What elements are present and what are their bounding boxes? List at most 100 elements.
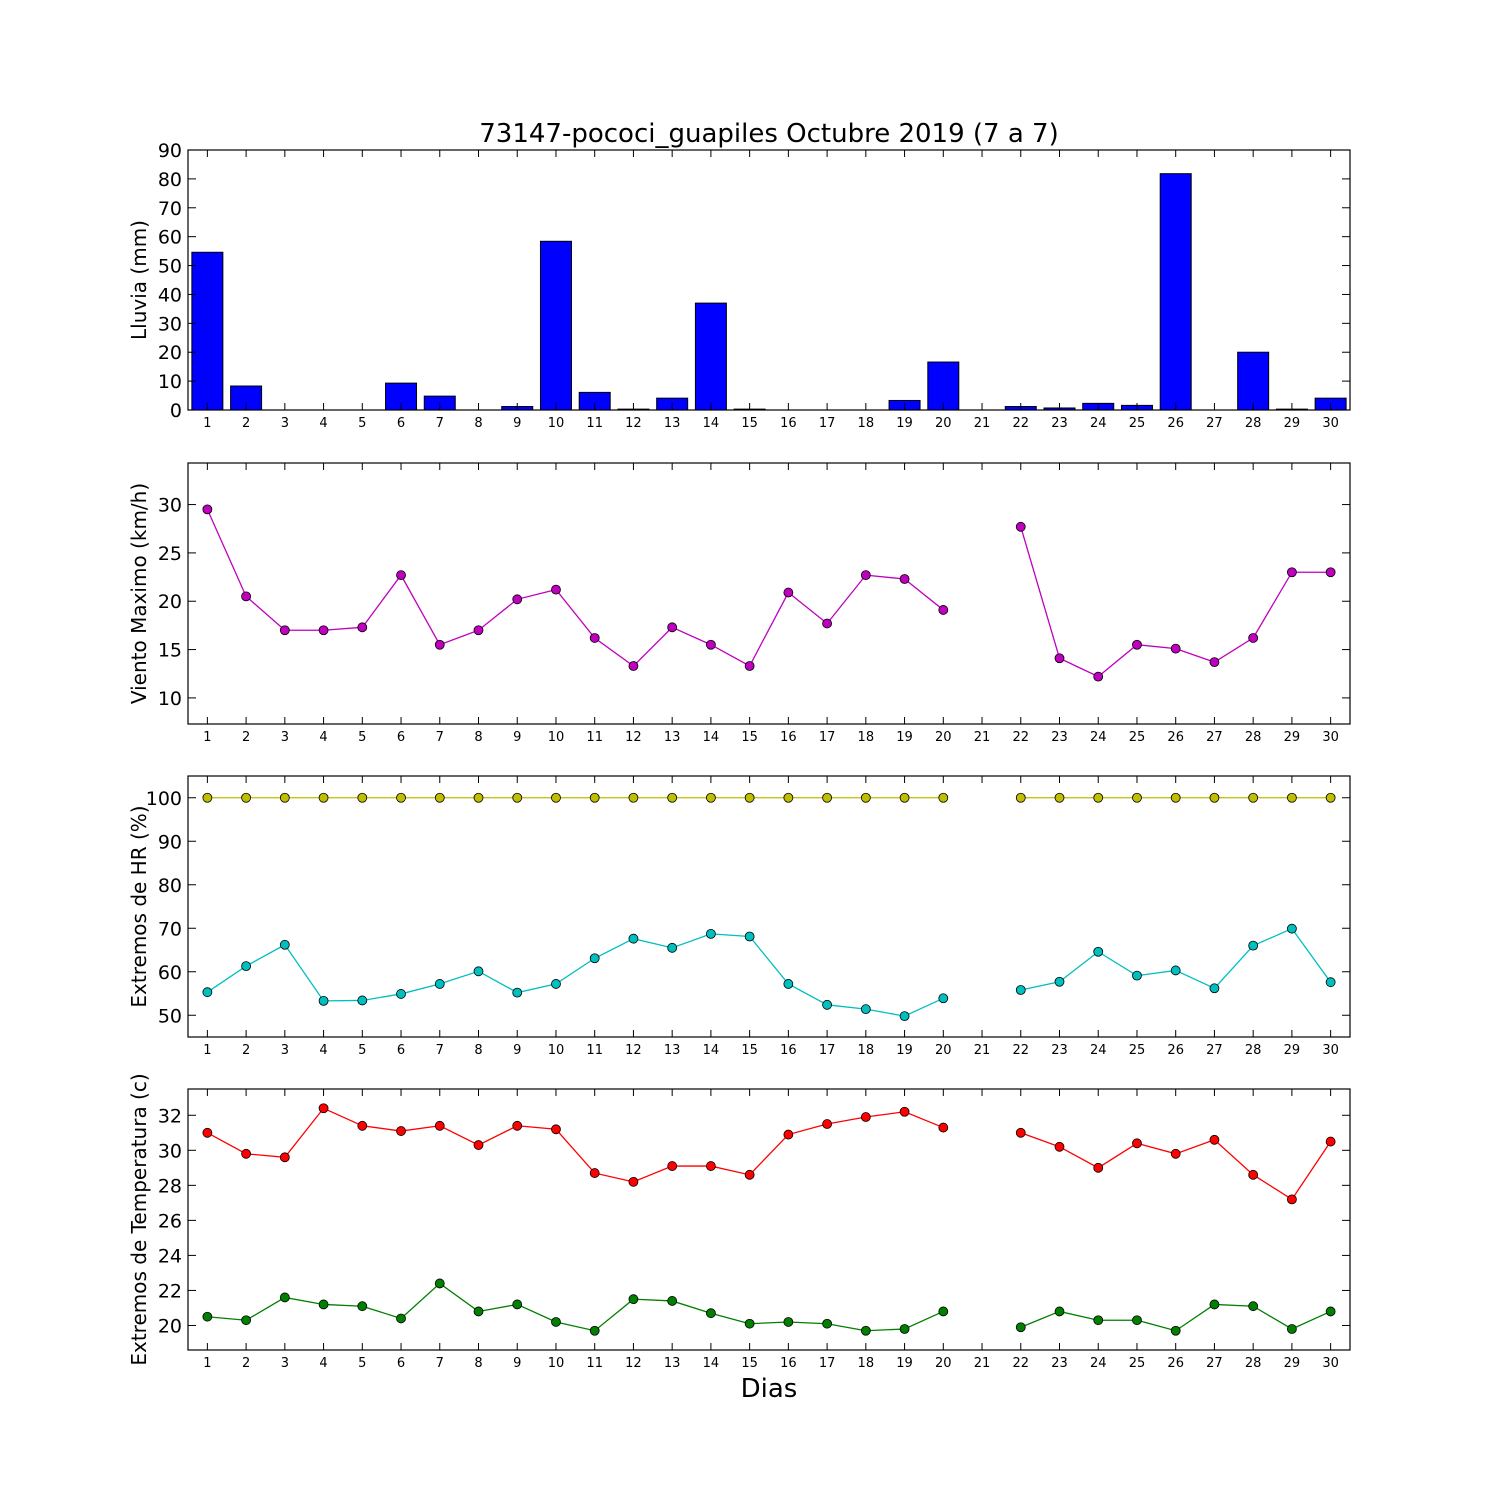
data-point: [279, 1152, 290, 1163]
xtick-label: 25: [1129, 1356, 1146, 1371]
xtick-label: 29: [1284, 1356, 1301, 1371]
data-point: [318, 995, 329, 1006]
data-point: [434, 1278, 445, 1289]
data-point: [1209, 657, 1220, 668]
xtick-label: 27: [1206, 1043, 1223, 1058]
xtick-label: 4: [319, 1356, 327, 1371]
xtick-label: 27: [1206, 730, 1223, 745]
xtick-label: 17: [819, 1043, 836, 1058]
data-point: [1093, 671, 1104, 682]
xtick-label: 24: [1090, 1043, 1107, 1058]
xtick-label: 3: [281, 730, 289, 745]
data-point: [1054, 976, 1065, 987]
xtick-label: 14: [703, 416, 720, 431]
data-point: [1170, 1148, 1181, 1159]
rain-bar: [694, 302, 727, 411]
data-point: [938, 605, 949, 615]
xtick-label: 1: [203, 416, 211, 431]
data-point: [318, 625, 329, 636]
data-point: [1132, 792, 1142, 803]
data-point: [202, 1311, 213, 1322]
data-point: [1209, 983, 1220, 994]
xtick-label: 28: [1245, 1356, 1262, 1371]
xtick-label: 1: [203, 730, 211, 745]
data-point: [512, 792, 523, 803]
data-point: [1325, 792, 1336, 803]
xtick-label: 8: [474, 1356, 482, 1371]
data-point: [551, 1124, 561, 1135]
data-point: [241, 591, 252, 602]
rain-bar: [1237, 351, 1270, 411]
data-point: [628, 1294, 639, 1305]
data-point: [667, 942, 678, 953]
data-point: [1248, 940, 1259, 951]
data-point: [860, 1112, 871, 1122]
data-point: [706, 1161, 716, 1171]
xtick-label: 25: [1129, 416, 1146, 431]
series-line-2: [207, 927, 1332, 1017]
xtick-label: 21: [974, 1043, 991, 1058]
data-point: [1209, 1299, 1220, 1310]
xtick-label: 17: [819, 416, 836, 431]
xtick-label: 22: [1012, 416, 1029, 431]
data-point: [1054, 1306, 1065, 1317]
xtick-label: 8: [474, 730, 482, 745]
data-point: [357, 622, 368, 633]
xtick-label: 13: [664, 416, 681, 431]
data-point: [1287, 1324, 1297, 1334]
xtick-label: 3: [281, 416, 289, 431]
data-point: [938, 1306, 949, 1317]
xtick-label: 27: [1206, 416, 1223, 431]
xtick-label: 18: [858, 1356, 875, 1371]
data-point: [938, 792, 949, 803]
data-point: [822, 1318, 832, 1329]
data-point: [1093, 1315, 1104, 1326]
data-point: [434, 1120, 445, 1131]
ytick-label: 32: [158, 1105, 182, 1127]
data-point: [202, 987, 213, 998]
data-point: [783, 1317, 794, 1327]
data-point: [899, 1011, 910, 1022]
plot-frame: [187, 462, 1351, 725]
ytick-label: 10: [158, 688, 182, 710]
xtick-label: 3: [281, 1356, 289, 1371]
data-point: [822, 1119, 832, 1129]
data-point: [1170, 965, 1181, 976]
data-point: [1287, 567, 1297, 578]
xtick-label: 10: [548, 416, 565, 431]
data-point: [512, 987, 523, 998]
data-point: [628, 933, 639, 944]
data-point: [512, 1299, 523, 1310]
data-point: [473, 625, 484, 636]
chart-title: 73147-pococi_guapiles Octubre 2019 (7 a …: [479, 119, 1058, 149]
xtick-label: 30: [1322, 1043, 1339, 1058]
data-point: [783, 792, 794, 803]
data-point: [1015, 521, 1026, 532]
xtick-label: 30: [1322, 1356, 1339, 1371]
xtick-label: 1: [203, 1356, 211, 1371]
xtick-label: 12: [625, 1043, 642, 1058]
data-point: [202, 792, 213, 803]
xtick-label: 13: [664, 1043, 681, 1058]
ytick-label: 70: [158, 918, 182, 940]
rain-bar: [1159, 173, 1192, 411]
data-point: [744, 1169, 755, 1180]
xtick-label: 4: [319, 1043, 327, 1058]
xtick-label: 9: [513, 730, 521, 745]
xtick-label: 18: [858, 730, 875, 745]
xtick-label: 20: [935, 730, 952, 745]
xtick-label: 21: [974, 416, 991, 431]
xtick-label: 18: [858, 416, 875, 431]
rain-bar: [539, 240, 572, 411]
data-point: [1093, 1162, 1104, 1173]
data-point: [241, 792, 252, 803]
data-point: [1248, 1169, 1259, 1180]
xtick-label: 22: [1012, 1043, 1029, 1058]
xtick-label: 18: [858, 1043, 875, 1058]
data-point: [1132, 639, 1142, 650]
xtick-label: 6: [397, 1043, 405, 1058]
xtick-label: 14: [703, 1356, 720, 1371]
xtick-label: 29: [1284, 1043, 1301, 1058]
